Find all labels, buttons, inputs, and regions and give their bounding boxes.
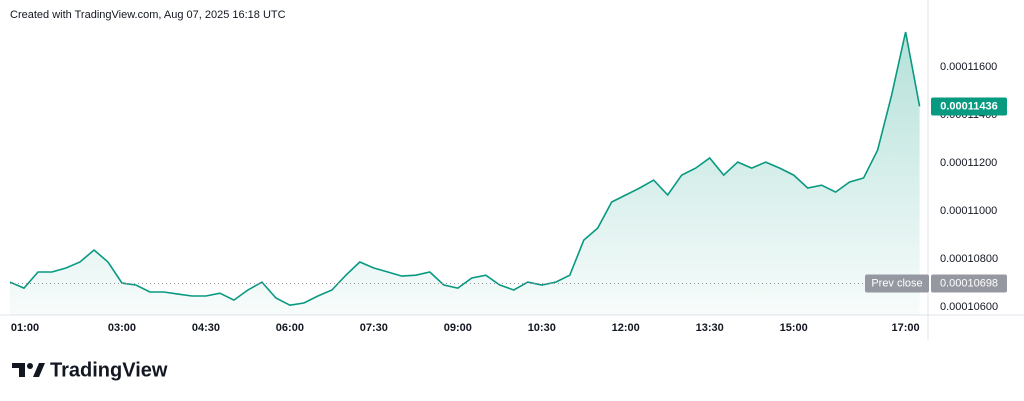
x-tick-label: 04:30: [192, 322, 220, 334]
y-tick-label: 0.00011000: [940, 205, 997, 217]
x-tick-label: 13:30: [696, 322, 724, 334]
x-tick-label: 09:00: [444, 322, 472, 334]
prev-close-tag: [865, 274, 929, 293]
x-tick-label: 03:00: [108, 322, 136, 334]
y-tick-label: 0.00010800: [940, 253, 998, 265]
prev-close-value: 0.00010698: [940, 277, 998, 289]
x-tick-label: 01:00: [11, 322, 39, 334]
x-tick-label: 06:00: [276, 322, 304, 334]
x-tick-label: 15:00: [780, 322, 808, 334]
x-tick-label: 12:00: [612, 322, 640, 334]
prev-close-value-tag: [931, 274, 1007, 293]
y-tick-label: 0.00010600: [940, 301, 998, 313]
header: Created with TradingView.com, Aug 07, 20…: [10, 9, 286, 21]
last-price: 0.00011436: [940, 100, 998, 112]
y-tick-label: 0.00011200: [940, 157, 997, 169]
y-tick-label: 0.00011600: [940, 61, 997, 73]
prev-close-label: Prev close: [871, 277, 922, 289]
x-tick-label: 17:00: [892, 322, 920, 334]
x-tick-label: 07:30: [360, 322, 388, 334]
logo: [12, 363, 45, 377]
x-tick-label: 10:30: [528, 322, 556, 334]
area-fill: [10, 32, 920, 315]
last-price-tag: [931, 97, 1007, 116]
brand: TradingView: [50, 359, 168, 381]
price-line: [9, 31, 921, 307]
